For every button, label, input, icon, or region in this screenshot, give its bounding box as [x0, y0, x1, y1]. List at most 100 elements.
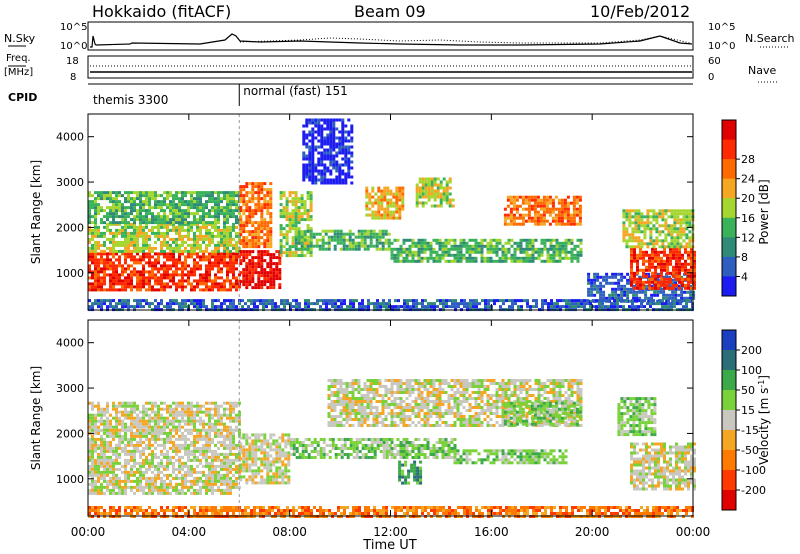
heatmap-cell — [217, 282, 220, 286]
heatmap-cell — [239, 280, 243, 284]
heatmap-cell — [148, 270, 151, 274]
heatmap-cell — [684, 268, 687, 272]
heatmap-cell — [211, 206, 214, 210]
heatmap-cell — [278, 262, 282, 266]
heatmap-cell — [235, 246, 238, 250]
heatmap-cell — [415, 299, 418, 303]
heatmap-cell — [257, 265, 261, 269]
heatmap-cell — [643, 233, 647, 237]
heatmap-cell — [607, 299, 610, 303]
heatmap-cell — [245, 271, 249, 275]
heatmap-cell — [684, 247, 687, 251]
heatmap-cell — [184, 218, 187, 222]
heatmap-cell — [682, 239, 686, 243]
heatmap-cell — [326, 139, 330, 143]
heatmap-cell — [112, 252, 115, 256]
heatmap-cell — [115, 455, 118, 459]
heatmap-cell — [520, 305, 523, 309]
heatmap-cell — [626, 293, 630, 297]
heatmap-cell — [263, 250, 267, 254]
heatmap-cell — [172, 467, 175, 471]
heatmap-cell — [658, 230, 662, 234]
heatmap-cell — [398, 204, 402, 208]
heatmap-cell — [154, 282, 157, 286]
heatmap-cell — [398, 210, 402, 214]
heatmap-cell — [679, 236, 683, 240]
heatmap-cell — [297, 218, 301, 222]
heatmap-cell — [124, 218, 127, 222]
heatmap-cell — [617, 296, 621, 300]
heatmap-cell — [382, 299, 385, 303]
heatmap-cell — [332, 181, 336, 185]
heatmap-cell — [679, 212, 683, 216]
heatmap-cell — [160, 194, 163, 198]
heatmap-cell — [187, 279, 190, 283]
heatmap-cell — [349, 302, 352, 306]
heatmap-cell — [302, 166, 306, 170]
heatmap-cell — [625, 215, 629, 219]
heatmap-cell — [670, 302, 673, 306]
heatmap-cell — [634, 245, 638, 249]
heatmap-cell — [302, 133, 306, 137]
heatmap-cell — [575, 195, 579, 199]
heatmap-cell — [415, 183, 419, 187]
heatmap-cell — [338, 139, 342, 143]
heatmap-cell — [220, 237, 223, 241]
heatmap-cell — [661, 242, 665, 246]
heatmap-cell — [360, 241, 364, 245]
heatmap-cell — [118, 302, 121, 306]
heatmap-cell — [94, 206, 97, 210]
heatmap-cell — [235, 191, 238, 195]
heatmap-cell — [654, 271, 657, 275]
heatmap-cell — [115, 476, 118, 480]
heatmap-cell — [97, 491, 100, 495]
heatmap-cell — [503, 222, 507, 226]
heatmap-cell — [91, 443, 94, 447]
heatmap-cell — [681, 262, 684, 266]
heatmap-cell — [651, 274, 654, 278]
heatmap-cell — [302, 157, 306, 161]
heatmap-cell — [539, 198, 543, 202]
heatmap-cell — [551, 204, 555, 208]
heatmap-cell — [288, 254, 292, 258]
heatmap-cell — [133, 225, 136, 229]
heatmap-cell — [91, 221, 94, 225]
heatmap-cell — [654, 274, 657, 278]
heatmap-cell — [160, 203, 163, 207]
heatmap-cell — [157, 222, 160, 226]
heatmap-cell — [100, 485, 103, 489]
heatmap-cell — [94, 273, 97, 277]
heatmap-cell — [652, 299, 655, 303]
heatmap-cell — [109, 476, 112, 480]
heatmap-cell — [675, 250, 678, 254]
heatmap-cell — [133, 215, 136, 219]
heatmap-cell — [679, 242, 683, 246]
heatmap-cell — [377, 210, 381, 214]
heatmap-cell — [154, 473, 157, 477]
heatmap-cell — [599, 293, 603, 297]
heatmap-cell — [304, 302, 307, 306]
heatmap-cell — [308, 121, 312, 125]
heatmap-cell — [175, 240, 178, 244]
heatmap-cell — [590, 281, 594, 285]
heatmap-cell — [136, 240, 139, 244]
heatmap-cell — [166, 464, 169, 468]
heatmap-cell — [311, 130, 315, 134]
heatmap-cell — [157, 467, 160, 471]
heatmap-cell — [684, 250, 687, 254]
heatmap-cell — [521, 216, 525, 220]
heatmap-cell — [620, 284, 624, 288]
heatmap-cell — [682, 209, 686, 213]
heatmap-cell — [507, 247, 511, 251]
heatmap-cell — [365, 207, 369, 211]
heatmap-cell — [345, 247, 349, 251]
heatmap-cell — [644, 290, 648, 294]
heatmap-cell — [181, 249, 184, 253]
heatmap-cell — [339, 241, 343, 245]
heatmap-cell — [512, 219, 516, 223]
heatmap-cell — [553, 305, 556, 309]
heatmap-cell — [314, 166, 318, 170]
heatmap-cell — [626, 296, 630, 300]
heatmap-cell — [524, 219, 528, 223]
heatmap-cell — [169, 491, 172, 495]
